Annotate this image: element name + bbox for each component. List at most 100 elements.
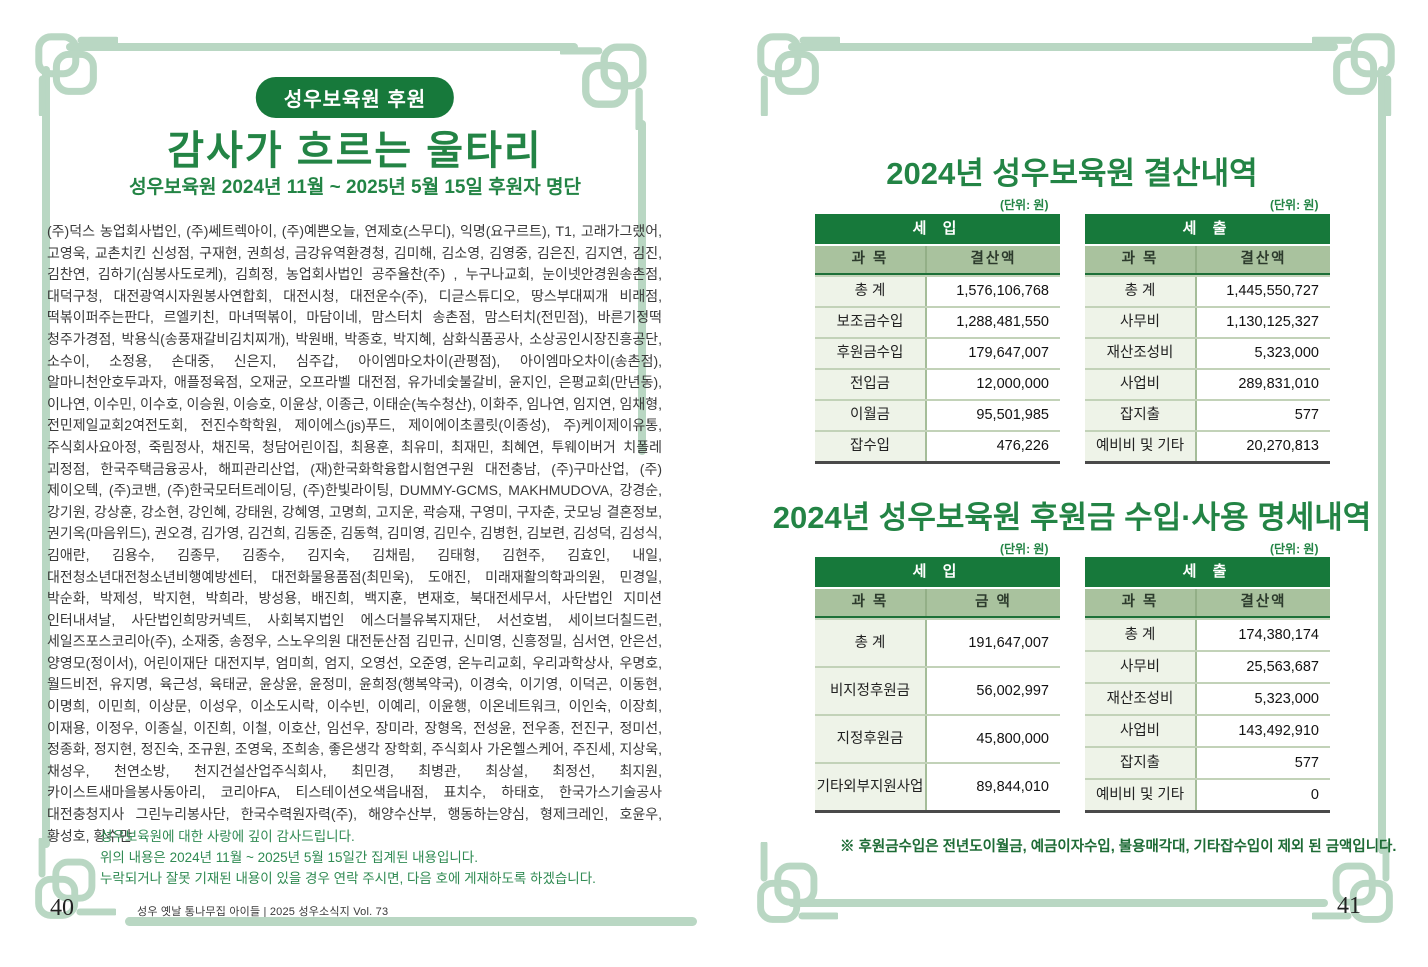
row-label: 기타외부지원사업 [815,764,927,810]
note-line: 성우보육원에 대한 사랑에 깊이 감사드립니다. [100,829,355,844]
row-label: 예비비 및 기타 [1085,780,1197,810]
note-line: 위의 내용은 2024년 11월 ~ 2025년 5월 15일간 집계된 내용입… [100,850,478,865]
table-row: 잡지출 577 [1085,399,1330,430]
row-value: 1,130,125,327 [1197,308,1330,337]
table-row: 총 계 1,445,550,727 [1085,275,1330,306]
section1-title: 2024년 성우보육원 결산내역 [886,156,1258,191]
table-row: 지정후원금 45,800,000 [815,714,1060,762]
table-title: 세 입 [815,214,1060,244]
page-subtitle: 성우보육원 2024년 11월 ~ 2025년 5월 15일 후원자 명단 [129,177,581,198]
table-row: 보조금수입 1,288,481,550 [815,306,1060,337]
unit-label: (단위: 원) [1000,198,1049,212]
table-row: 총 계 174,380,174 [1085,618,1330,650]
row-value: 179,647,007 [927,339,1060,368]
row-label: 전입금 [815,370,927,399]
row-label: 사업비 [1085,370,1197,399]
row-value: 5,323,000 [1197,339,1330,368]
unit-label: (단위: 원) [1270,198,1319,212]
table-row: 예비비 및 기타 0 [1085,778,1330,810]
row-value: 1,288,481,550 [927,308,1060,337]
column-header-value: 결산액 [1240,251,1287,267]
knot-ornament-right-page-top-left [752,28,840,116]
note-line: 누락되거나 잘못 기재된 내용이 있을 경우 연락 주시면, 다음 호에 게재하… [100,871,596,886]
row-value: 89,844,010 [927,764,1060,810]
table-row: 재산조성비 5,323,000 [1085,337,1330,368]
frame-line-right-edge [1378,66,1386,854]
column-header-label: 과 목 [1085,246,1197,273]
row-label: 이월금 [815,401,927,430]
frame-line-left-edge [42,66,50,848]
knot-ornament-bottom-left [30,838,116,924]
row-value: 191,647,007 [927,620,1060,666]
column-header-value: 금 액 [975,594,1012,610]
page-number-left: 40 [50,895,74,921]
row-value: 20,270,813 [1197,432,1330,461]
row-label: 사무비 [1085,652,1197,682]
table-row: 잡수입 476,226 [815,430,1060,461]
row-value: 143,492,910 [1197,716,1330,746]
table-row: 후원금수입 179,647,007 [815,337,1060,368]
row-label: 잡수입 [815,432,927,461]
knot-ornament-right-page-bottom-left [752,842,838,928]
knot-ornament-top-right [1312,28,1400,116]
section2-title: 2024년 성우보육원 후원금 수입·사용 명세내역 [772,500,1372,535]
unit-label: (단위: 원) [1270,542,1319,556]
section-badge: 성우보육원 후원 [255,77,455,118]
row-value: 577 [1197,748,1330,778]
table-header-row: 과 목 결산액 [815,244,1060,275]
row-value: 577 [1197,401,1330,430]
table-title: 세 출 [1085,214,1330,244]
page-number-right: 41 [1337,893,1361,919]
frame-line-top-right-page [788,43,1338,51]
row-value: 95,501,985 [927,401,1060,430]
row-label: 예비비 및 기타 [1085,432,1197,461]
footer-divider-bar [125,917,697,926]
row-value: 1,445,550,727 [1197,277,1330,306]
table-row: 사무비 25,563,687 [1085,650,1330,682]
knot-ornament-bottom-right [1312,842,1398,928]
row-value: 476,226 [927,432,1060,461]
table-row: 비지정후원금 56,002,997 [815,666,1060,714]
row-value: 5,323,000 [1197,684,1330,714]
table-header-row: 과 목 결산액 [1085,587,1330,618]
row-value: 45,800,000 [927,716,1060,762]
row-label: 보조금수입 [815,308,927,337]
row-value: 1,576,106,768 [927,277,1060,306]
column-header-value: 결산액 [1240,594,1287,610]
table-row: 총 계 1,576,106,768 [815,275,1060,306]
row-label: 총 계 [815,277,927,306]
table-header-row: 과 목 결산액 [1085,244,1330,275]
table-row: 기타외부지원사업 89,844,010 [815,762,1060,810]
table-row: 총 계 191,647,007 [815,618,1060,666]
frame-line-gutter-tail [638,120,646,455]
row-value: 0 [1197,780,1330,810]
row-label: 사무비 [1085,308,1197,337]
column-header-label: 과 목 [815,589,927,616]
row-label: 사업비 [1085,716,1197,746]
table-row: 사무비 1,130,125,327 [1085,306,1330,337]
row-label: 총 계 [815,620,927,666]
table-title: 세 입 [815,557,1060,587]
row-label: 재산조성비 [1085,339,1197,368]
row-value: 12,000,000 [927,370,1060,399]
table-title: 세 출 [1085,557,1330,587]
table-row: 전입금 12,000,000 [815,368,1060,399]
row-label: 후원금수입 [815,339,927,368]
row-value: 25,563,687 [1197,652,1330,682]
table-row: 사업비 289,831,010 [1085,368,1330,399]
frame-line-top-left-page [66,43,578,51]
knot-ornament-left-page-top-right [560,38,652,130]
footer-caption: 성우 옛날 통나무집 아이들 | 2025 성우소식지 Vol. 73 [137,906,389,918]
row-label: 총 계 [1085,277,1197,306]
table-footnote: ※ 후원금수입은 전년도이월금, 예금이자수입, 불용매각대, 기타잡수입이 제… [840,839,1397,855]
column-header-value: 결산액 [970,251,1017,267]
table-row: 잡지출 577 [1085,746,1330,778]
row-value: 56,002,997 [927,668,1060,714]
row-label: 비지정후원금 [815,668,927,714]
row-value: 174,380,174 [1197,620,1330,650]
